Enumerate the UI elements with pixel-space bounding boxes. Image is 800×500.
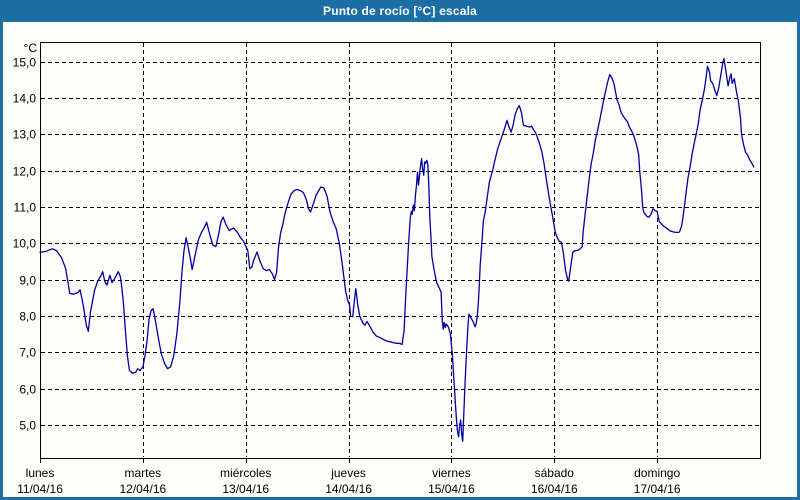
x-axis-date-label: 17/04/16 bbox=[634, 482, 681, 496]
y-tick-label: 13,0 bbox=[13, 128, 37, 142]
y-tick-label: 11,0 bbox=[14, 201, 37, 215]
x-axis-weekday-label: lunes bbox=[26, 466, 55, 480]
x-axis-weekday-label: viernes bbox=[432, 466, 471, 480]
dew-point-series-line bbox=[39, 57, 755, 443]
x-axis-date-label: 11/04/16 bbox=[17, 482, 63, 496]
x-axis-weekday-label: domingo bbox=[634, 466, 680, 480]
x-axis-date-label: 12/04/16 bbox=[119, 482, 166, 496]
y-axis-unit-label: °C bbox=[24, 41, 38, 55]
y-tick-label: 14,0 bbox=[13, 92, 37, 106]
x-axis-weekday-label: jueves bbox=[330, 466, 366, 480]
y-tick-label: 12,0 bbox=[13, 165, 37, 179]
x-axis-date-label: 14/04/16 bbox=[325, 482, 372, 496]
y-tick-label: 10,0 bbox=[13, 237, 37, 251]
x-axis-date-label: 16/04/16 bbox=[531, 482, 578, 496]
x-axis-date-label: 13/04/16 bbox=[222, 482, 269, 496]
y-tick-label: 6,0 bbox=[19, 383, 36, 397]
y-tick-label: 7,0 bbox=[19, 346, 36, 360]
x-axis-date-label: 15/04/16 bbox=[428, 482, 475, 496]
title-bar: Punto de rocío [°C] escala bbox=[3, 3, 797, 22]
window-title: Punto de rocío [°C] escala bbox=[322, 4, 478, 18]
plot-border bbox=[40, 42, 761, 459]
y-tick-label: 15,0 bbox=[13, 56, 37, 70]
y-tick-label: 5,0 bbox=[19, 419, 36, 433]
x-axis-weekday-label: miércoles bbox=[220, 466, 271, 480]
y-tick-label: 8,0 bbox=[19, 310, 36, 324]
x-axis-weekday-label: sábado bbox=[535, 466, 575, 480]
x-axis-weekday-label: martes bbox=[125, 466, 162, 480]
y-tick-label: 9,0 bbox=[19, 274, 36, 288]
